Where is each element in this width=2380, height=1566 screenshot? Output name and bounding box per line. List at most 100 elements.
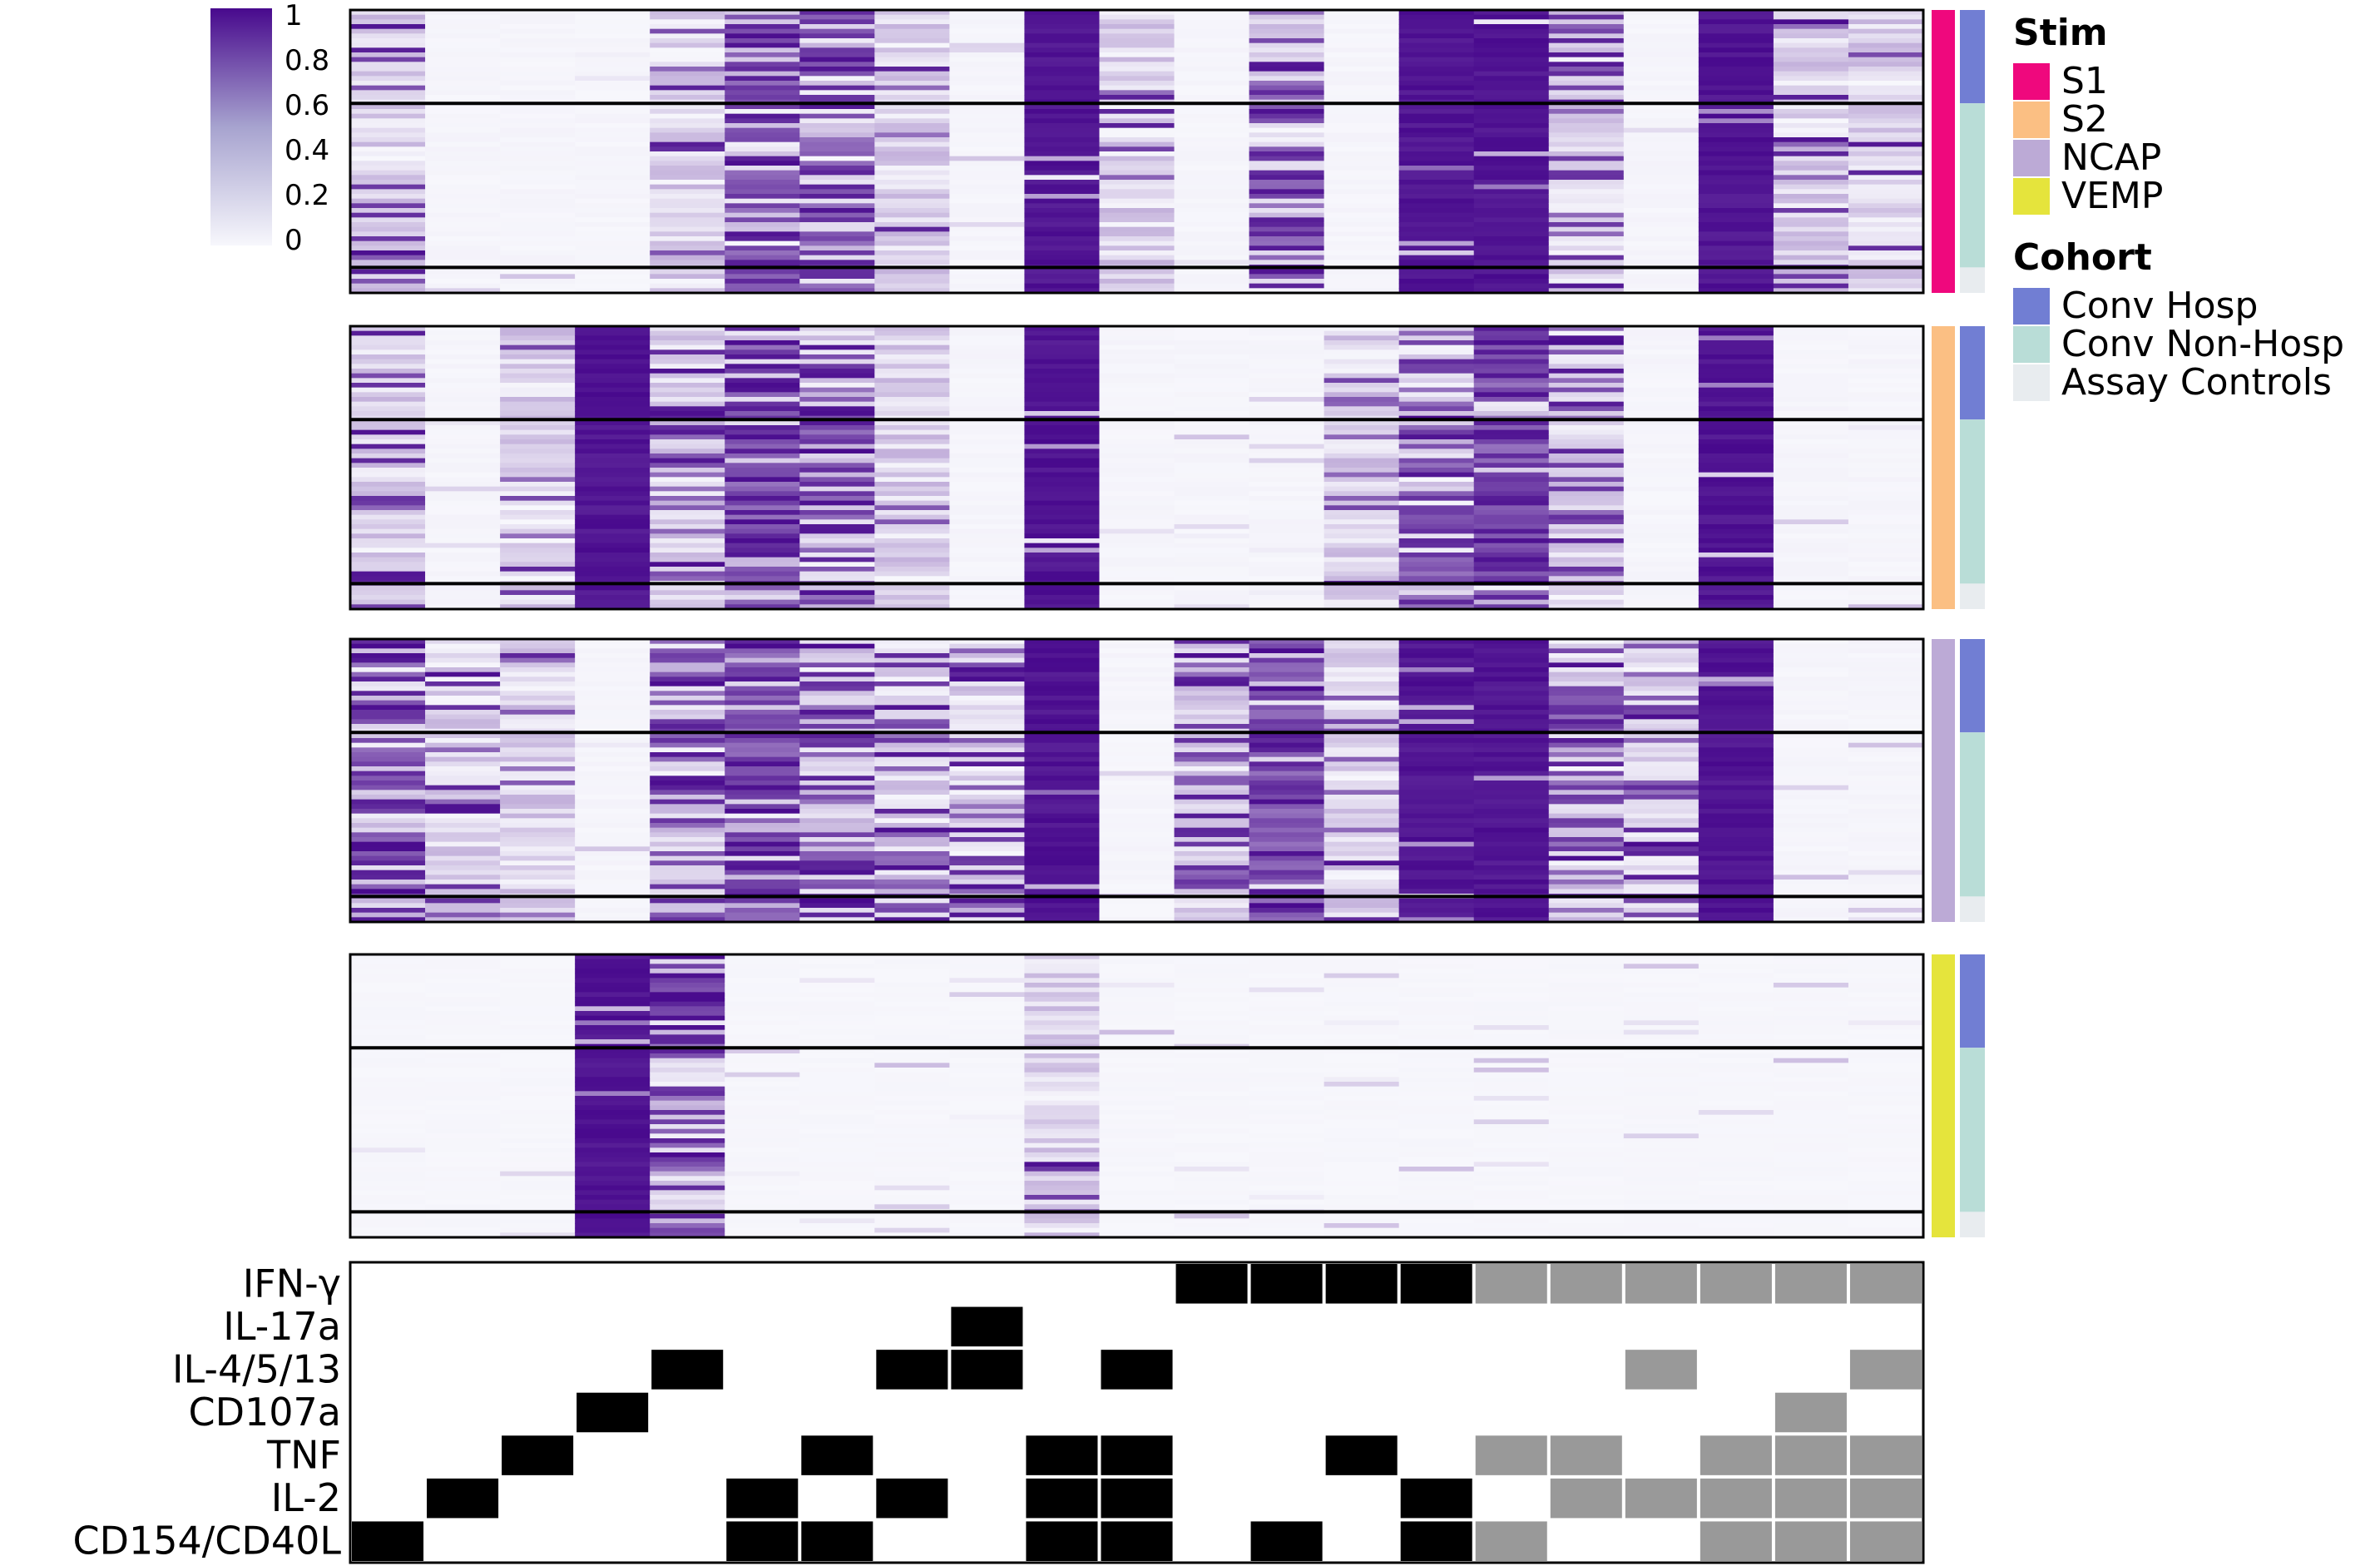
heatmap-cell (500, 463, 576, 468)
heatmap-cell (500, 468, 576, 473)
heatmap-cell (1773, 719, 1849, 725)
heatmap-cell (1548, 208, 1625, 214)
heatmap-cell (725, 733, 800, 739)
heatmap-cell (1324, 198, 1400, 204)
heatmap-cell (650, 496, 725, 502)
heatmap-cell (1473, 1232, 1550, 1238)
heatmap-cell (500, 373, 576, 379)
heatmap-cell (1773, 823, 1849, 829)
heatmap-cell (725, 76, 800, 82)
heatmap-cell (1773, 761, 1849, 767)
heatmap-cell (425, 756, 501, 762)
heatmap-cell (799, 127, 875, 133)
heatmap-cell (1249, 236, 1325, 242)
heatmap-cell (575, 903, 651, 909)
heatmap-cell (650, 604, 725, 610)
heatmap-cell (1773, 472, 1849, 478)
heatmap-cell (1324, 724, 1400, 730)
heatmap-cell (425, 1147, 501, 1153)
heatmap-cell (1623, 700, 1700, 706)
heatmap-cell (1473, 595, 1550, 601)
heatmap-cell (500, 696, 576, 701)
heatmap-cell (350, 42, 426, 48)
heatmap-cell (650, 997, 725, 1003)
heatmap-cell (1848, 245, 1924, 251)
heatmap-cell (1249, 1006, 1325, 1012)
heatmap-cell (1773, 1176, 1849, 1182)
heatmap-cell (650, 696, 725, 701)
heatmap-cell (575, 733, 651, 739)
heatmap-cell (425, 439, 501, 445)
heatmap-cell (1623, 1171, 1700, 1177)
heatmap-cell (1848, 567, 1924, 572)
heatmap-cell (1099, 500, 1175, 506)
heatmap-cell (799, 1100, 875, 1106)
heatmap-cell (1548, 1105, 1625, 1111)
heatmap-cell (1848, 790, 1924, 795)
heatmap-cell (1099, 132, 1175, 138)
heatmap-cell (1623, 170, 1700, 176)
heatmap-cell (1848, 231, 1924, 237)
heatmap-cell (1698, 472, 1774, 478)
heatmap-cell (350, 240, 426, 246)
heatmap-cell (949, 908, 1026, 914)
heatmap-cell (425, 429, 501, 435)
heatmap-cell (1623, 330, 1700, 336)
heatmap-cell (575, 771, 651, 776)
heatmap-cell (725, 1011, 800, 1017)
heatmap-cell (1099, 785, 1175, 790)
heatmap-cell (425, 1053, 501, 1059)
heatmap-cell (1473, 383, 1550, 389)
heatmap-cell (1548, 884, 1625, 890)
heatmap-cell (1398, 448, 1475, 454)
heatmap-cell (1249, 841, 1325, 847)
heatmap-cell (799, 434, 875, 440)
heatmap-cell (1249, 335, 1325, 341)
heatmap-cell (1024, 514, 1101, 520)
heatmap-cell (1548, 411, 1625, 417)
heatmap-cell (350, 752, 426, 758)
heatmap-cell (1324, 141, 1400, 147)
heatmap-cell (1698, 240, 1774, 246)
heatmap-cell (1698, 359, 1774, 364)
heatmap-cell (1773, 113, 1849, 119)
heatmap-cell (1024, 175, 1101, 181)
heatmap-cell (1623, 604, 1700, 610)
heatmap-cell (650, 161, 725, 166)
heatmap-cell (650, 747, 725, 753)
heatmap-cell (799, 1068, 875, 1073)
heatmap-cell (949, 1167, 1026, 1172)
heatmap-cell (425, 1218, 501, 1224)
heatmap-cell (1174, 1110, 1250, 1116)
heatmap-cell (575, 161, 651, 166)
heatmap-cell (1099, 137, 1175, 143)
heatmap-cell (1698, 1223, 1774, 1229)
heatmap-cell (1324, 1162, 1400, 1167)
heatmap-cell (1698, 851, 1774, 857)
heatmap-cell (1024, 686, 1101, 691)
heatmap-cell (1623, 992, 1700, 998)
heatmap-cell (1324, 1025, 1400, 1031)
heatmap-cell (1324, 553, 1400, 558)
heatmap-cell (1324, 406, 1400, 412)
heatmap-cell (1024, 463, 1101, 468)
heatmap-cell (1698, 500, 1774, 506)
heatmap-cell (425, 1011, 501, 1017)
heatmap-cell (1174, 429, 1250, 435)
heatmap-cell (1473, 19, 1550, 25)
heatmap-cell (1623, 406, 1700, 412)
heatmap-cell (1324, 439, 1400, 445)
heatmap-cell (350, 604, 426, 610)
heatmap-cell (1324, 127, 1400, 133)
heatmap-cell (1698, 383, 1774, 389)
heatmap-cell (1698, 429, 1774, 435)
heatmap-cell (425, 283, 501, 289)
heatmap-cell (1024, 1058, 1101, 1063)
heatmap-cell (1623, 439, 1700, 445)
heatmap-cell (1249, 1114, 1325, 1120)
heatmap-cell (1324, 860, 1400, 866)
heatmap-cell (1773, 231, 1849, 237)
heatmap-cell (500, 378, 576, 384)
heatmap-cell (799, 992, 875, 998)
heatmap-cell (1623, 983, 1700, 989)
